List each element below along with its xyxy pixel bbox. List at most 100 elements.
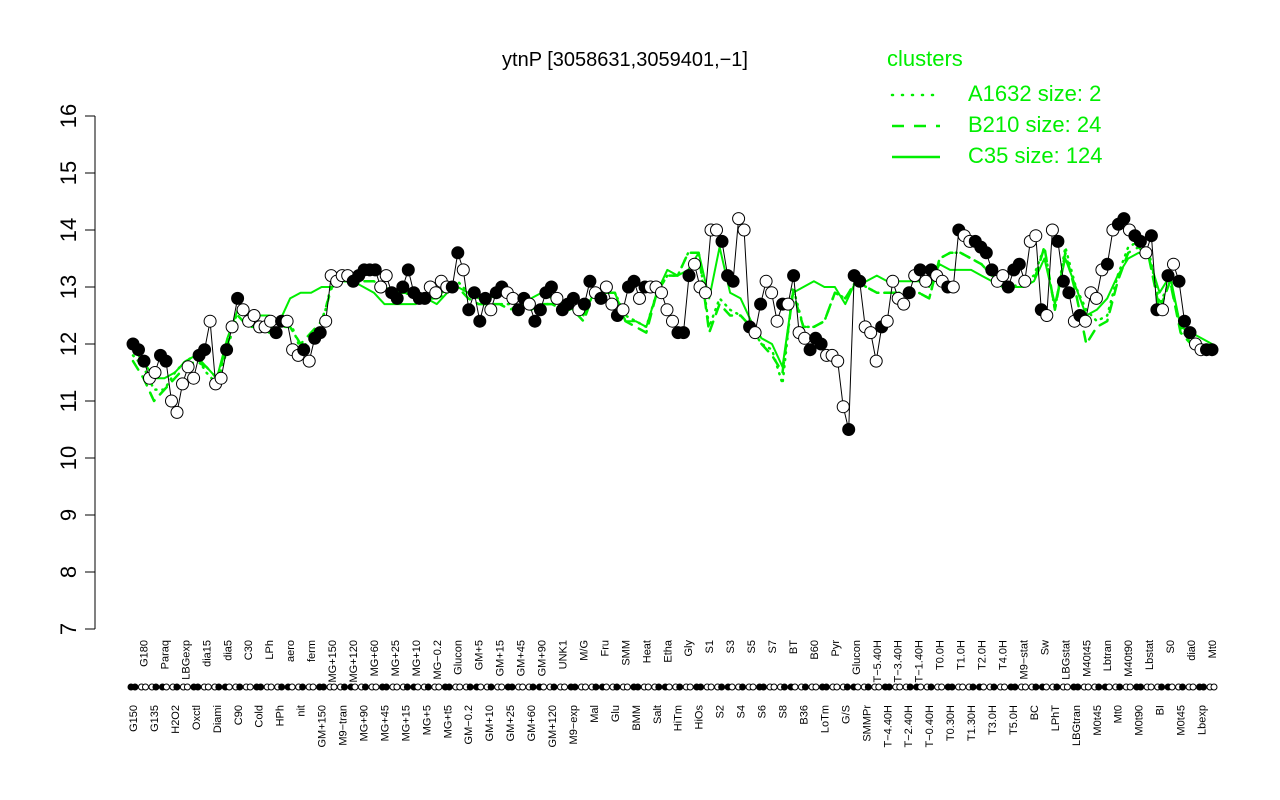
legend-label-c35: C35 size: 124 [968, 143, 1103, 168]
data-point [996, 269, 1010, 283]
x-tick-label: LPh [264, 640, 276, 660]
x-tick-label: BMM [631, 705, 643, 731]
x-tick-label: M9−exp [568, 705, 580, 744]
data-point [594, 291, 608, 305]
x-rug-marker [602, 683, 610, 691]
data-point [148, 366, 162, 379]
x-rug-marker [288, 683, 296, 691]
y-tick-label: 8 [56, 566, 81, 578]
data-point [577, 297, 591, 311]
x-axis: G150 G180 G135 Paraq H2O2 LBGexp Oxctl dia15 Dia… [127, 639, 1219, 748]
x-tick-label: BT [788, 640, 800, 654]
x-rug-marker [372, 683, 380, 691]
x-tick-label: S8 [777, 705, 789, 718]
x-rug-marker [561, 683, 569, 691]
x-rug-marker [990, 683, 998, 691]
data-point [401, 263, 415, 277]
data-point [137, 354, 151, 368]
x-rug-marker [456, 683, 464, 691]
x-rug-marker [760, 683, 768, 691]
x-tick-label: MG+150 [327, 640, 339, 683]
x-tick-label: Pyr [830, 640, 842, 657]
x-tick-label: Heat [641, 640, 653, 663]
data-point [533, 303, 547, 317]
x-rug-marker [519, 683, 527, 691]
data-point [236, 303, 250, 317]
x-rug-marker [1084, 683, 1092, 691]
data-point [919, 274, 933, 288]
x-tick-label: MG+t5 [442, 705, 454, 738]
x-tick-label: S4 [736, 705, 748, 718]
x-rug-marker [770, 683, 778, 691]
x-tick-label: Mt0 [1113, 705, 1125, 723]
y-tick-label: 10 [56, 446, 81, 470]
x-tick-label: T1.0H [956, 640, 968, 670]
x-tick-label: M9−tran [338, 705, 350, 746]
x-rug-marker [215, 683, 223, 691]
data-point [462, 303, 476, 317]
data-point [946, 280, 960, 294]
x-rug-marker [864, 683, 872, 691]
x-rug-marker [141, 683, 149, 691]
legend-label-a1632: A1632 size: 2 [968, 81, 1101, 106]
x-tick-label: MG+90 [358, 705, 370, 741]
x-rug-marker [1000, 683, 1008, 691]
data-point [1045, 223, 1059, 237]
x-tick-label: MG+25 [390, 640, 402, 676]
x-tick-label: Cold [254, 705, 266, 728]
data-point [979, 246, 993, 260]
x-rug-marker [665, 683, 673, 691]
x-rug-marker [969, 683, 977, 691]
x-tick-label: BI [1155, 705, 1167, 715]
x-tick-label: GM+90 [537, 640, 549, 676]
x-tick-label: G150 [128, 705, 140, 732]
x-rug-marker [1168, 683, 1176, 691]
x-rug-marker [183, 683, 191, 691]
x-rug-marker [801, 683, 809, 691]
data-point [544, 280, 558, 294]
x-tick-label: Mal [589, 705, 601, 723]
x-tick-label: T−3.40H [893, 640, 905, 683]
x-tick-label: GM+150 [317, 705, 329, 748]
legend-label-b210: B210 size: 24 [968, 112, 1101, 137]
y-axis: 7 8 9 10 11 12 13 14 15 16 [56, 104, 96, 635]
data-point [748, 326, 762, 340]
x-tick-label: C30 [243, 640, 255, 660]
data-point [390, 291, 404, 305]
data-point [1144, 229, 1158, 243]
data-point [605, 297, 619, 311]
x-tick-label: MG+15 [400, 705, 412, 741]
data-point [781, 297, 795, 311]
data-point [528, 314, 542, 328]
x-tick-label: UNK1 [558, 640, 570, 669]
x-rug-marker [592, 683, 600, 691]
data-point [616, 303, 630, 317]
x-tick-label: Lbexp [1197, 705, 1209, 735]
x-tick-label: GM+120 [547, 705, 559, 748]
x-rug-marker [351, 683, 359, 691]
data-point [451, 246, 465, 260]
x-rug-marker [540, 683, 548, 691]
x-tick-label: Salt [652, 705, 664, 724]
x-tick-label: M/G [578, 640, 590, 661]
data-point [1133, 234, 1147, 248]
x-rug-marker [257, 683, 265, 691]
x-tick-label: T0.0H [935, 640, 947, 670]
x-rug-marker [330, 683, 338, 691]
data-point [803, 343, 817, 357]
x-rug-marker [435, 683, 443, 691]
x-rug-marker [655, 683, 663, 691]
x-tick-label: MG+5 [421, 705, 433, 735]
x-tick-label: BC [1029, 705, 1041, 720]
y-tick-label: 15 [56, 161, 81, 185]
x-tick-label: SMMPr [861, 705, 873, 742]
x-rug-marker [571, 683, 579, 691]
x-tick-label: MG−0.2 [432, 640, 444, 679]
x-rug-marker [382, 683, 390, 691]
data-point [902, 286, 916, 300]
x-rug-marker [812, 683, 820, 691]
x-tick-label: LBGstat [1060, 640, 1072, 680]
data-point [445, 280, 459, 294]
x-rug-marker [173, 683, 181, 691]
x-tick-label: LoTm [819, 705, 831, 733]
